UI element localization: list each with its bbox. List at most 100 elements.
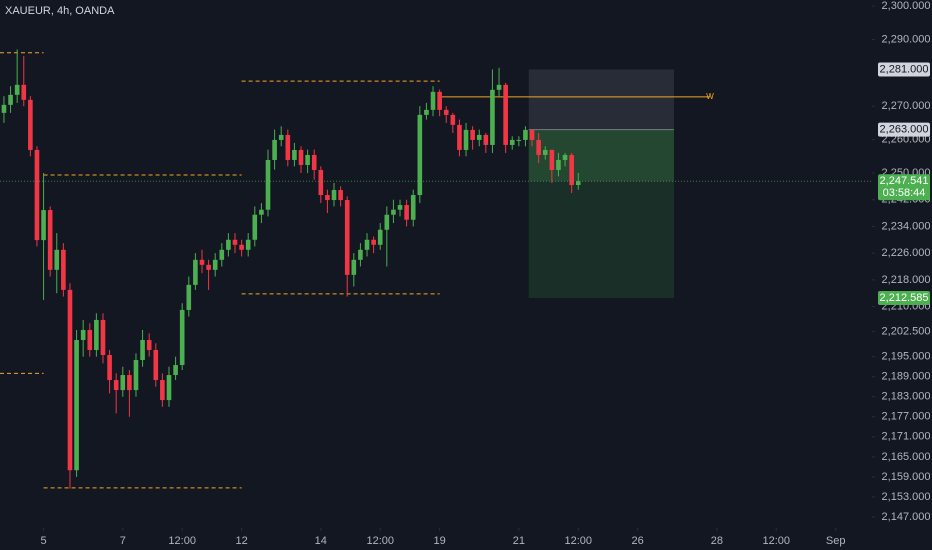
price-tag-label: 2,281.000 (880, 63, 929, 75)
candle-body (542, 149, 548, 155)
candle-body (575, 181, 581, 186)
candle-body (490, 89, 495, 145)
x-tick-label: 7 (120, 535, 126, 547)
candle-body (404, 205, 409, 220)
countdown-label: 03:58:44 (883, 187, 926, 199)
candle-body (232, 239, 238, 245)
candle-body (450, 114, 456, 125)
candle-body (311, 154, 317, 170)
x-tick-label: 26 (632, 535, 644, 547)
candle-body (133, 360, 139, 391)
candle-body (67, 289, 73, 471)
stop-zone (528, 69, 674, 130)
candle-body (318, 169, 324, 196)
candle-body (239, 244, 244, 250)
candle-body (21, 84, 27, 100)
y-tick-label: 2,300.000 (882, 0, 931, 12)
candle-body (344, 200, 350, 275)
candle-body (252, 214, 258, 240)
candle-body (41, 210, 46, 241)
candle-body (397, 205, 403, 210)
line-label: W (706, 92, 714, 101)
candle-body (285, 134, 291, 160)
candle-body (179, 309, 185, 366)
price-tag (878, 122, 930, 137)
y-tick-label: 2,177.000 (882, 411, 931, 423)
candle-body (549, 149, 555, 170)
candle-body (54, 249, 60, 270)
candle-body (193, 259, 198, 285)
y-tick-label: 2,218.000 (882, 274, 931, 286)
y-tick-label: 2,202.500 (882, 326, 931, 338)
candle-body (463, 129, 469, 150)
x-tick-label: Sep (826, 535, 846, 547)
x-tick-label: 28 (711, 535, 723, 547)
candle-body (186, 284, 192, 310)
x-tick-label: 19 (434, 535, 446, 547)
candle-body (107, 355, 112, 381)
candle-body (265, 159, 271, 210)
candle-body (371, 239, 376, 245)
y-tick-label: 2,189.000 (882, 371, 931, 383)
candle-body (206, 264, 211, 270)
candle-body (523, 129, 528, 140)
candle-body (153, 349, 159, 381)
x-tick-label: 12:00 (168, 535, 196, 547)
candle-body (338, 190, 343, 201)
candle-body (476, 134, 482, 140)
candle-body (351, 259, 357, 275)
candle-body (113, 380, 119, 391)
candle-body (14, 84, 20, 95)
candle-body (212, 259, 218, 270)
y-tick-label: 2,195.000 (882, 351, 931, 363)
candle-body (325, 195, 330, 201)
candle-body (94, 319, 99, 350)
x-tick-label: 12:00 (366, 535, 394, 547)
candle-body (331, 190, 337, 201)
candle-body (259, 209, 264, 215)
x-tick-label: 5 (41, 535, 47, 547)
candle-body (410, 195, 416, 220)
x-tick-label: 12:00 (763, 535, 791, 547)
candle-body (34, 149, 40, 241)
candle-body (437, 91, 442, 110)
candle-body (417, 114, 423, 196)
y-tick-label: 2,290.000 (882, 33, 931, 45)
candle-body (8, 94, 13, 105)
candle-body (166, 375, 172, 401)
candle-body (503, 84, 508, 145)
candle-body (219, 249, 225, 260)
price-tag (878, 290, 930, 305)
candle-body (529, 129, 535, 140)
candle-body (391, 209, 396, 215)
y-tick-label: 2,159.000 (882, 471, 931, 483)
candle-body (509, 139, 515, 145)
candle-body (278, 134, 284, 140)
candle-body (226, 239, 231, 250)
candle-body (146, 339, 152, 350)
price-tag-label: 2,247.541 (880, 175, 929, 187)
x-tick-label: 12 (235, 535, 247, 547)
candle-body (120, 375, 126, 391)
x-tick-label: 21 (513, 535, 525, 547)
price-tag (878, 174, 930, 201)
y-tick-label: 2,270.000 (882, 100, 931, 112)
y-tick-label: 2,153.000 (882, 491, 931, 503)
y-tick-label: 2,171.000 (882, 431, 931, 443)
candle-body (516, 139, 522, 141)
candle-body (358, 249, 363, 260)
candle-body (424, 109, 429, 115)
candle-body (245, 239, 251, 250)
candle-body (87, 329, 93, 350)
y-tick-label: 2,147.000 (882, 511, 931, 523)
candle-body (569, 154, 574, 186)
candle-body (305, 154, 310, 165)
candle-body (536, 139, 541, 155)
candle-body (140, 339, 145, 361)
candle-body (127, 375, 132, 391)
candle-body (74, 339, 79, 471)
candle-body (377, 229, 383, 245)
y-tick-label: 2,165.000 (882, 451, 931, 463)
